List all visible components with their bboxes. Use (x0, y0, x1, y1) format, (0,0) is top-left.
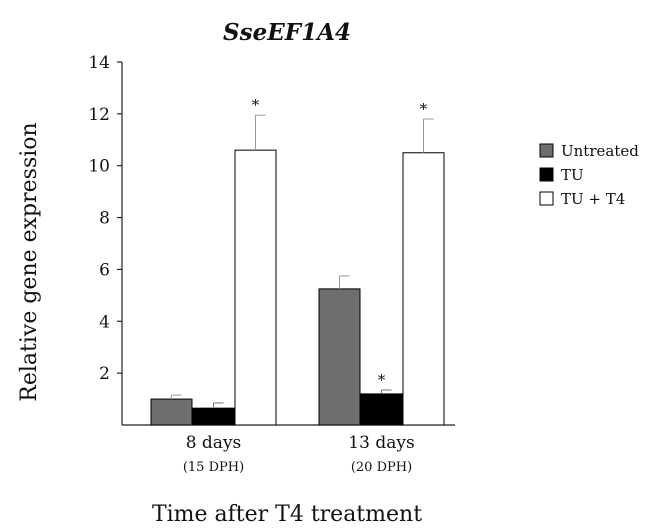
y-tick-label: 14 (88, 53, 110, 73)
legend-label: TU (561, 166, 584, 184)
bar (360, 393, 403, 426)
y-tick-label: 10 (88, 157, 110, 177)
y-tick-label: 2 (99, 364, 110, 384)
significance-marker: * (252, 96, 260, 114)
category-sublabel: (15 DPH) (183, 460, 244, 475)
significance-marker: * (420, 100, 428, 118)
bar (150, 398, 193, 426)
y-tick-label: 12 (88, 105, 110, 125)
bar (234, 149, 277, 426)
category-label: 13 days (348, 433, 414, 453)
y-tick-label: 8 (99, 209, 110, 229)
significance-marker: * (378, 371, 386, 389)
y-axis-label: Relative gene expression (17, 122, 42, 401)
y-tick-label: 6 (99, 260, 110, 280)
legend-swatch (539, 143, 554, 158)
bar (402, 152, 445, 426)
legend-swatch (539, 167, 554, 182)
legend-swatch (539, 191, 554, 206)
x-axis-label: Time after T4 treatment (152, 502, 422, 527)
category-label: 8 days (186, 433, 242, 453)
y-tick-label: 4 (99, 312, 110, 332)
bar (192, 407, 235, 426)
category-sublabel: (20 DPH) (351, 460, 412, 475)
bar (318, 288, 361, 426)
legend-label: TU + T4 (561, 190, 625, 208)
plot-area: 2 4 6 8 10 12 14 * 8 days (15 DPH) * * 13 days (20 DP… (88, 53, 455, 475)
chart-title: SseEF1A4 (223, 19, 351, 46)
legend: Untreated TU TU + T4 (539, 142, 639, 208)
legend-label: Untreated (561, 142, 639, 160)
